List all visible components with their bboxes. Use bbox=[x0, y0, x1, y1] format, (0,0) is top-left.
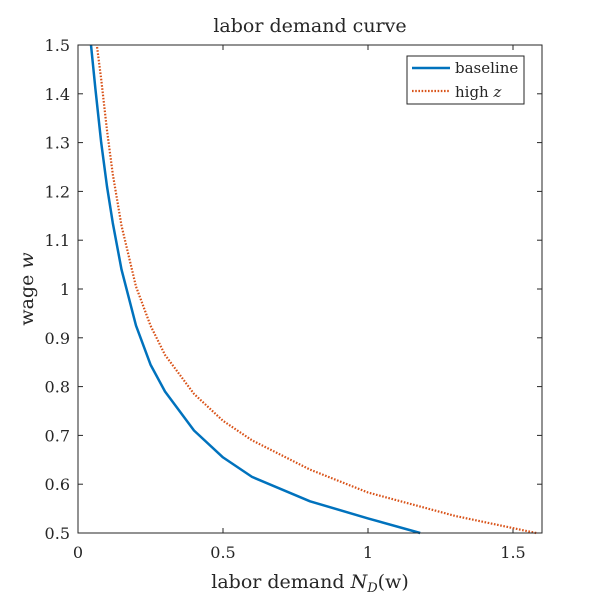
y-tick-label: 0.5 bbox=[45, 524, 70, 543]
x-axis-ticks: 0 0.5 1 1.5 bbox=[73, 45, 526, 562]
y-tick-label: 0.9 bbox=[45, 329, 70, 348]
plot-area bbox=[78, 45, 542, 533]
y-tick-label: 0.8 bbox=[45, 378, 70, 397]
x-axis-label-tail: (w) bbox=[378, 571, 409, 593]
y-tick-label: 1.4 bbox=[45, 85, 70, 104]
legend-label-baseline: baseline bbox=[455, 59, 518, 77]
series-lines bbox=[89, 44, 537, 535]
legend-label-high-z-math: z bbox=[493, 83, 502, 101]
y-axis-label-math: w bbox=[16, 252, 38, 268]
chart-title: labor demand curve bbox=[213, 15, 406, 37]
plot-frame bbox=[77, 44, 543, 534]
x-axis-label: labor demand ND(w) bbox=[211, 571, 408, 596]
legend: baseline high z bbox=[406, 55, 525, 105]
x-axis-label-subscript: D bbox=[366, 581, 378, 596]
y-tick-label: 0.7 bbox=[45, 426, 70, 445]
y-tick-label: 1.5 bbox=[45, 36, 70, 55]
series-line-baseline bbox=[89, 44, 421, 535]
x-tick-label: 1.5 bbox=[500, 543, 525, 562]
y-axis-label-text: wage bbox=[16, 269, 38, 326]
x-tick-label: 0 bbox=[73, 543, 83, 562]
y-tick-label: 0.6 bbox=[45, 475, 70, 494]
y-tick-label: 1.2 bbox=[45, 182, 70, 201]
y-tick-label: 1.3 bbox=[45, 134, 70, 153]
x-tick-label: 0.5 bbox=[210, 543, 235, 562]
y-axis-ticks: 0.5 0.6 0.7 0.8 0.9 1 1.1 1.2 1.3 1.4 1.5 bbox=[45, 36, 542, 543]
series-line-high-z bbox=[95, 44, 537, 535]
y-tick-label: 1.1 bbox=[45, 231, 70, 250]
x-axis-label-text: labor demand bbox=[211, 571, 350, 593]
y-tick-label: 1 bbox=[60, 280, 70, 299]
legend-box bbox=[406, 55, 525, 105]
x-tick-label: 1 bbox=[363, 543, 373, 562]
y-axis-label: wage w bbox=[16, 252, 38, 325]
legend-label-high-z-text: high bbox=[455, 83, 494, 101]
legend-label-high-z: high z bbox=[455, 83, 502, 101]
x-axis-label-math: N bbox=[350, 571, 369, 593]
